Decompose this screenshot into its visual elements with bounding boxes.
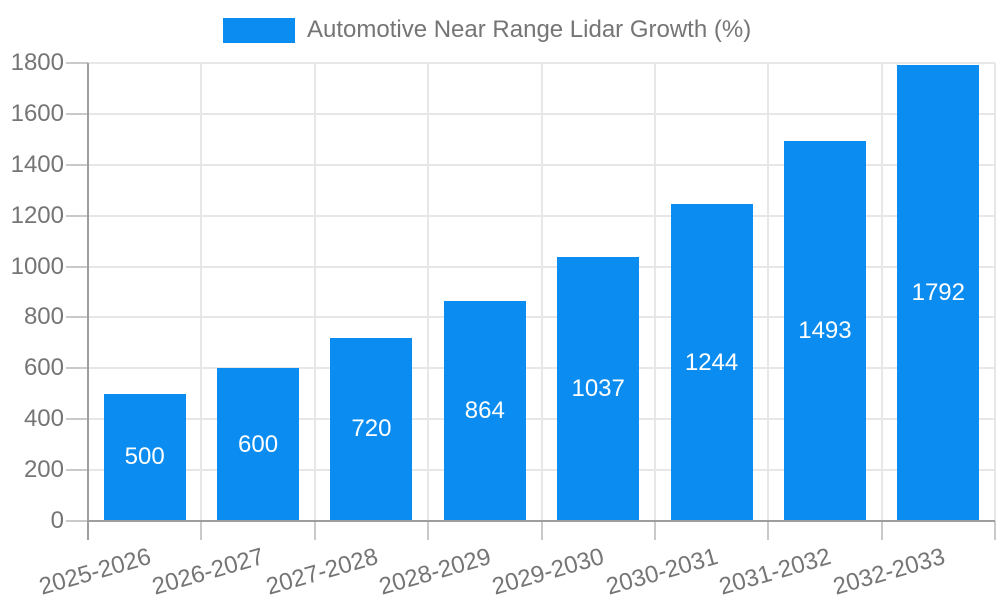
x-tick-mark <box>994 521 996 540</box>
x-axis-label: 2025-2026 <box>36 543 154 601</box>
y-tick-mark <box>66 469 88 472</box>
bar-value-label: 1493 <box>798 317 852 345</box>
x-axis-label: 2032-2033 <box>829 543 948 601</box>
bar-value-label: 500 <box>124 443 165 471</box>
legend: Automotive Near Range Lidar Growth (%) <box>223 16 751 44</box>
y-tick-mark <box>66 265 88 268</box>
x-tick-mark <box>200 521 203 540</box>
x-tick-mark <box>653 521 656 540</box>
x-axis-label: 2030-2031 <box>602 543 721 601</box>
y-axis-label: 1200 <box>10 201 64 229</box>
y-axis-label: 1400 <box>10 150 64 178</box>
x-tick-mark <box>540 521 543 540</box>
y-axis-label: 800 <box>23 303 64 331</box>
x-tick-mark <box>313 521 316 540</box>
legend-label: Automotive Near Range Lidar Growth (%) <box>307 16 752 43</box>
y-axis-label: 0 <box>50 507 64 534</box>
bar-2028-2029 <box>443 301 526 521</box>
bar-2025-2026 <box>103 393 186 521</box>
bar-2026-2027 <box>217 368 300 521</box>
y-axis-label: 1000 <box>10 252 64 280</box>
bar-2027-2028 <box>330 337 413 521</box>
x-tick-mark <box>87 521 89 540</box>
y-tick-mark <box>66 316 88 319</box>
x-axis-line <box>88 520 995 522</box>
x-axis-label: 2029-2030 <box>489 543 608 601</box>
x-gridline <box>767 63 770 521</box>
x-gridline <box>313 63 316 521</box>
x-tick-mark <box>767 521 770 540</box>
bar-value-label: 600 <box>238 430 279 458</box>
y-tick-mark <box>66 520 88 522</box>
x-gridline <box>994 63 996 521</box>
y-axis-label: 200 <box>23 456 64 484</box>
x-axis-label: 2026-2027 <box>149 543 268 601</box>
y-axis-label: 600 <box>23 354 64 382</box>
bar-value-label: 1792 <box>911 279 965 307</box>
y-tick-mark <box>66 62 88 64</box>
y-tick-mark <box>66 163 88 166</box>
bar-value-label: 864 <box>464 397 505 425</box>
bar-2031-2032 <box>783 141 866 521</box>
x-axis-label: 2031-2032 <box>716 543 835 601</box>
bar-2030-2031 <box>670 204 753 521</box>
x-tick-mark <box>880 521 883 540</box>
bar-value-label: 1244 <box>684 348 739 376</box>
y-axis-label: 1600 <box>10 99 64 127</box>
legend-swatch <box>223 17 295 43</box>
x-gridline <box>880 63 883 521</box>
bar-value-label: 720 <box>351 415 392 443</box>
y-tick-mark <box>66 112 88 115</box>
x-tick-mark <box>427 521 430 540</box>
y-tick-mark <box>66 214 88 217</box>
bar-value-label: 1037 <box>571 375 625 403</box>
bar-2029-2030 <box>557 257 640 521</box>
y-tick-mark <box>66 367 88 370</box>
y-tick-mark <box>66 418 88 421</box>
y-axis-label: 400 <box>23 405 64 433</box>
bar-2032-2033 <box>897 65 980 521</box>
x-gridline <box>653 63 656 521</box>
x-gridline <box>427 63 430 521</box>
x-gridline <box>540 63 543 521</box>
x-axis-label: 2027-2028 <box>262 543 381 601</box>
y-axis-line <box>87 63 89 521</box>
y-axis-label: 1800 <box>10 49 64 76</box>
x-axis-label: 2028-2029 <box>376 543 494 601</box>
x-gridline <box>200 63 203 521</box>
